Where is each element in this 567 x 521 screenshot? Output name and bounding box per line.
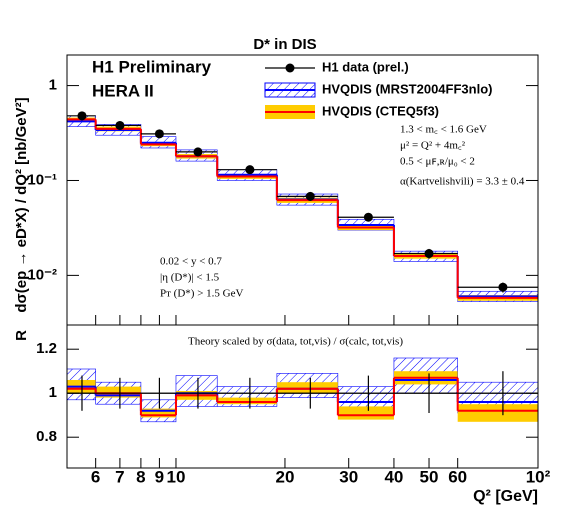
y-tick-label: 1 [49, 384, 57, 401]
annotation: |η (D*)| < 1.5 [160, 272, 220, 284]
data-point [245, 165, 255, 175]
y-axis-label: R [13, 330, 30, 341]
x-tick-label: 8 [136, 467, 145, 486]
legend-label: HVQDIS (CTEQ5f3) [322, 103, 439, 118]
uncertainty-band [95, 386, 141, 398]
legend-marker [285, 63, 295, 73]
y-tick-label: 1 [49, 77, 57, 94]
x-tick-label: 60 [448, 467, 467, 486]
uncertainty-band [140, 408, 176, 418]
annotation: Theory scaled by σ(data, tot,vis) / σ(ca… [188, 336, 403, 348]
annotation: Pᴛ (D*) > 1.5 GeV [160, 288, 243, 300]
x-tick-label: 20 [275, 467, 294, 486]
data-point [77, 111, 87, 121]
plot-frame [66, 324, 539, 469]
data-point [424, 249, 434, 259]
x-tick-label: 10² [526, 467, 551, 486]
data-point [115, 120, 125, 130]
annotation: μ² = Q² + 4m꜀² [400, 140, 466, 152]
x-tick-label: 9 [155, 467, 164, 486]
data-point [363, 212, 373, 222]
y-axis-label: dσ(ep → eD*X) / dQ² [nb/GeV²] [13, 97, 30, 312]
uncertainty-band [217, 397, 277, 405]
x-tick-label: 7 [115, 467, 124, 486]
y-tick-label: 1.2 [36, 340, 57, 357]
y-tick-label: 10⁻² [27, 266, 57, 283]
x-tick-label: 40 [384, 467, 403, 486]
annotation: α(Kartvelishvili) = 3.3 ± 0.4 [400, 176, 525, 188]
x-tick-label: 6 [91, 467, 100, 486]
legend-label: H1 data (prel.) [322, 59, 409, 74]
annotation: 1.3 < m꜀ < 1.6 GeV [400, 124, 487, 136]
annotation: 0.5 < μꜰ,ʀ/μ₀ < 2 [400, 156, 475, 168]
data-point [498, 282, 508, 292]
data-point [154, 129, 164, 139]
uncertainty-band [276, 382, 338, 394]
uncertainty-band [337, 406, 394, 420]
data-point [305, 191, 315, 201]
x-axis-label: Q² [GeV] [473, 488, 538, 505]
data-point [193, 147, 203, 157]
chart-title: D* in DIS [253, 36, 316, 53]
y-tick-label: 10⁻¹ [27, 171, 57, 188]
x-tick-label: 30 [339, 467, 358, 486]
legend-label: HVQDIS (MRST2004FF3nlo) [322, 81, 492, 96]
uncertainty-band [457, 404, 538, 422]
y-tick-label: 0.8 [36, 428, 57, 445]
headline: H1 Preliminary [92, 57, 212, 76]
annotation: 0.02 < y < 0.7 [160, 256, 222, 268]
headline: HERA II [92, 81, 154, 100]
x-tick-label: 50 [420, 467, 439, 486]
x-tick-label: 10 [167, 467, 186, 486]
